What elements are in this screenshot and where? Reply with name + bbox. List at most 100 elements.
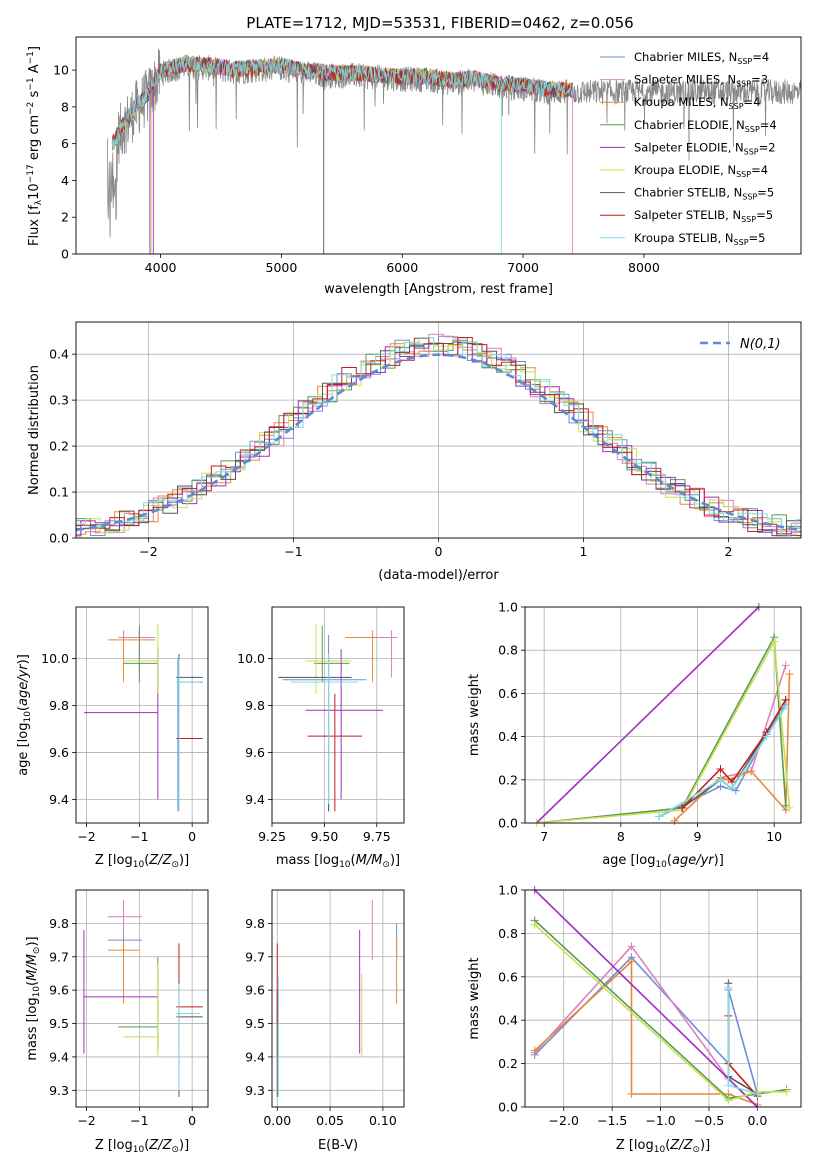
y-tick-label: 9.8 [245, 698, 265, 713]
data-point-marker [770, 637, 779, 646]
y-tick-label: 0.3 [49, 393, 69, 408]
frame-mass_vs_Z [75, 889, 209, 1108]
data-point-marker [716, 765, 725, 773]
y-tick-label: 6 [61, 136, 69, 151]
y-tick-label: 9.4 [245, 792, 265, 807]
legend-entry: Kroupa STELIB, NSSP=5 [634, 231, 765, 247]
y-axis-label: age [log10(age/yr)] [16, 654, 33, 776]
x-tick-label: 0.05 [316, 1113, 344, 1128]
y-tick-label: 0.1 [49, 485, 69, 500]
x-tick-label: 0.10 [369, 1113, 397, 1128]
y-tick-label: 9.3 [245, 1083, 265, 1098]
data-point-marker [781, 661, 790, 670]
frame-weight_vs_age [524, 606, 802, 824]
y-axis-label: mass [log10(M/M⊙)] [25, 936, 42, 1060]
lines-weight_vs_age [532, 603, 794, 827]
data-point-marker [731, 786, 740, 795]
y-tick-label: 9.6 [49, 983, 69, 998]
histogram-series [76, 339, 801, 537]
spectrum-frame [75, 36, 802, 255]
y-tick-label: 0.4 [498, 1013, 518, 1028]
y-tick-label: 0.4 [49, 347, 69, 362]
data-point-marker [530, 1046, 539, 1055]
legend-entry: Chabrier MILES, NSSP=4 [634, 50, 769, 66]
x-tick-label: 0.00 [263, 1113, 291, 1128]
errorbars-mass_vs_Z [83, 900, 203, 1097]
x-tick-label: −1 [284, 544, 302, 559]
x-axis-label: age [log10(age/yr)] [602, 853, 724, 870]
histogram-series [76, 337, 801, 536]
axes-age_vs_Z: −2 −1 0 9.4 9.6 9.8 10.0 [41, 607, 208, 844]
y-axis-label: Normed distribution [27, 365, 42, 495]
spectrum-plot [107, 48, 801, 254]
x-tick-label: 1 [580, 544, 588, 559]
y-tick-label: 0.2 [49, 439, 69, 454]
weight-line [535, 606, 760, 824]
x-tick-label: 0.0 [747, 1113, 767, 1128]
y-tick-label: 10.0 [237, 651, 265, 666]
x-tick-label: 7 [540, 829, 548, 844]
data-point-marker [627, 1089, 636, 1098]
y-tick-label: 9.8 [245, 916, 265, 931]
y-tick-label: 9.6 [245, 983, 265, 998]
x-tick-label: 9 [694, 829, 702, 844]
x-tick-label: 6000 [386, 260, 418, 275]
y-tick-label: 9.8 [49, 698, 69, 713]
x-axis-label: Z [log10(Z/Z⊙)] [616, 1138, 710, 1155]
x-tick-label: −1 [130, 829, 148, 844]
weight-line [534, 889, 758, 1108]
data-point-marker [785, 803, 794, 812]
x-tick-label: 9.25 [258, 829, 286, 844]
y-tick-label: 9.7 [245, 949, 265, 964]
y-tick-label: 0.2 [498, 1056, 518, 1071]
x-axis-label: E(B-V) [318, 1138, 358, 1153]
x-tick-label: 5000 [266, 260, 298, 275]
data-point-marker [678, 803, 687, 812]
y-tick-label: 0.0 [49, 531, 69, 546]
data-point-marker [753, 1089, 762, 1098]
weight-line [536, 638, 791, 824]
weight-line [727, 1015, 758, 1097]
y-tick-label: 8 [61, 99, 69, 114]
y-tick-label: 9.5 [245, 1016, 265, 1031]
frame-age_vs_mass [271, 606, 405, 824]
x-tick-label: 8 [617, 829, 625, 844]
y-tick-label: 0.8 [498, 643, 518, 658]
y-tick-label: 9.8 [49, 916, 69, 931]
errorbars-age_vs_mass [278, 623, 398, 812]
legend-entry: Chabrier ELODIE, NSSP=4 [634, 118, 777, 134]
axes-spectrum: 4000 5000 6000 7000 8000 0 2 4 6 8 10 [53, 63, 660, 275]
x-tick-label: −1 [130, 1113, 148, 1128]
x-tick-label: −2 [77, 829, 95, 844]
x-tick-label: 9.75 [363, 829, 391, 844]
y-tick-label: 0.0 [498, 1100, 518, 1115]
data-point-marker [627, 942, 636, 951]
x-tick-label: 0 [435, 544, 443, 559]
data-point-marker [785, 669, 794, 678]
hist-plot [76, 333, 801, 537]
axes-weight_vs_Z: −2.0 −1.5 −1.0 −0.5 0.0 0.0 0.2 0.4 0.6 0.8 1.0 [498, 883, 801, 1128]
x-tick-label: 0 [188, 1113, 196, 1128]
y-tick-label: 10.0 [41, 651, 69, 666]
axes-mass_vs_ebv: 0.00 0.05 0.10 9.3 9.4 9.5 9.6 9.7 9.8 [245, 890, 404, 1128]
frame-weight_vs_Z [524, 889, 802, 1108]
frame-age_vs_Z [75, 606, 209, 824]
legend-entry: Salpeter MILES, NSSP=3 [634, 73, 768, 89]
x-axis-label: Z [log10(Z/Z⊙)] [95, 853, 189, 870]
axes-age_vs_mass: 9.25 9.50 9.75 9.4 9.6 9.8 10.0 [237, 607, 404, 844]
y-tick-label: 1.0 [498, 883, 518, 898]
data-point-marker [724, 1096, 733, 1105]
x-tick-label: −2.0 [549, 1113, 579, 1128]
weight-line [534, 959, 758, 1106]
legend-entry: Kroupa MILES, NSSP=4 [634, 95, 760, 111]
y-tick-label: 0.4 [498, 729, 518, 744]
errorbars-age_vs_Z [83, 623, 203, 812]
x-tick-label: 2 [725, 544, 733, 559]
data-point-marker [782, 1087, 791, 1096]
x-axis-label: wavelength [Angstrom, rest frame] [324, 282, 553, 297]
data-point-marker [781, 801, 790, 810]
data-point-marker [747, 767, 756, 776]
x-tick-label: −2 [77, 1113, 95, 1128]
data-point-marker [670, 816, 679, 825]
